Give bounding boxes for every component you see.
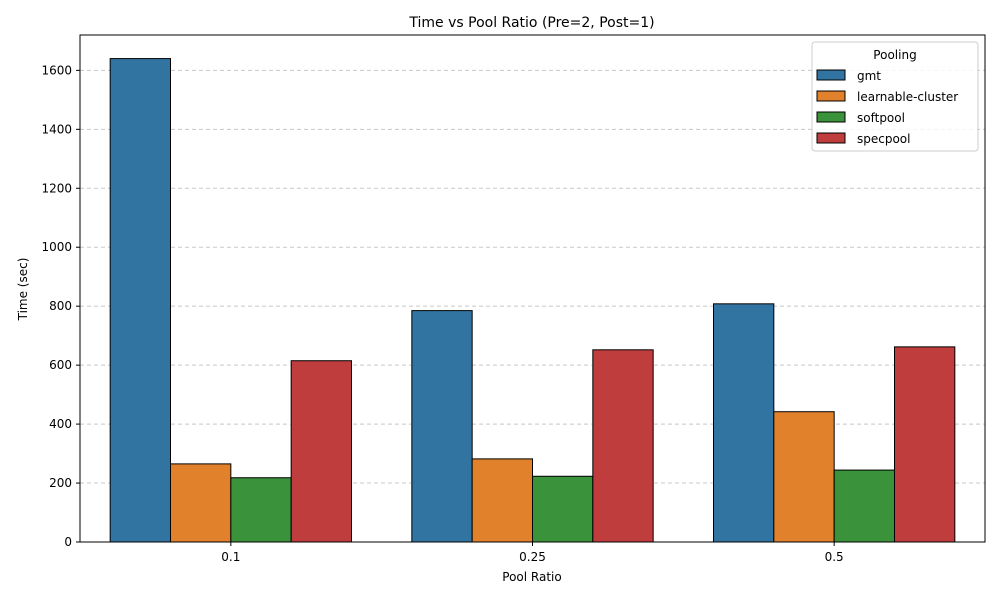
legend: Pooling gmt learnable-cluster softpool spec… (811, 41, 979, 152)
y-tick-label: 1000 (41, 240, 72, 254)
y-tick-label: 0 (64, 535, 72, 549)
y-axis: 0 200 400 600 800 1000 1200 1400 1600 (41, 63, 80, 549)
legend-label-specpool: specpool (857, 132, 910, 146)
legend-box (811, 41, 979, 152)
legend-label-gmt: gmt (857, 69, 881, 83)
bar-specpool-0.5 (894, 346, 956, 543)
x-tick-label: 0.5 (825, 550, 844, 564)
y-tick-label: 1200 (41, 181, 72, 195)
bar-learnable-cluster-0.5 (773, 411, 835, 543)
y-tick-label: 1600 (41, 63, 72, 77)
bar-softpool-0.1 (230, 477, 292, 543)
bar-specpool-0.1 (290, 360, 352, 543)
legend-label-softpool: softpool (857, 111, 905, 125)
x-tick-label: 0.25 (519, 550, 546, 564)
bar-softpool-0.5 (833, 469, 896, 543)
bar-gmt-0.25 (411, 310, 473, 543)
bar-learnable-cluster-0.1 (170, 463, 232, 543)
y-tick-label: 1400 (41, 122, 72, 136)
legend-swatch-specpool (816, 132, 846, 144)
legend-label-learnable-cluster: learnable-cluster (857, 90, 958, 104)
bars (109, 58, 956, 543)
y-tick-label: 200 (49, 476, 72, 490)
y-tick-label: 600 (49, 358, 72, 372)
bar-softpool-0.25 (532, 475, 594, 543)
x-axis-label: Pool Ratio (502, 570, 561, 584)
legend-swatch-gmt (816, 69, 846, 81)
y-axis-label: Time (sec) (16, 258, 30, 322)
legend-swatch-learnable-cluster (816, 90, 846, 102)
legend-items: gmt learnable-cluster softpool specpool (816, 69, 958, 146)
y-tick-label: 400 (49, 417, 72, 431)
bar-learnable-cluster-0.25 (471, 458, 533, 543)
chart-title: Time vs Pool Ratio (Pre=2, Post=1) (408, 15, 654, 31)
bar-specpool-0.25 (592, 349, 654, 543)
bar-gmt-0.5 (713, 303, 775, 543)
x-tick-label: 0.1 (221, 550, 240, 564)
legend-swatch-softpool (816, 111, 846, 123)
y-tick-label: 800 (49, 299, 72, 313)
x-axis: 0.1 0.25 0.5 (221, 542, 844, 564)
bar-gmt-0.1 (109, 58, 171, 543)
legend-title: Pooling (873, 48, 916, 62)
